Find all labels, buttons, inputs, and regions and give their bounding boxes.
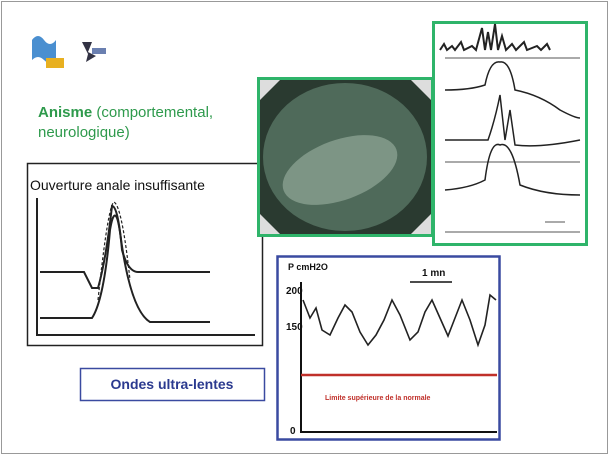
tick-label: 0 bbox=[290, 426, 296, 437]
limit-label: Limite supérieure de la normale bbox=[325, 395, 431, 402]
heading-term: Anisme bbox=[38, 104, 92, 121]
heading: Anisme (comportemental, bbox=[38, 104, 213, 121]
endoscopy-photo bbox=[258, 78, 433, 236]
heading-detail-2: neurologique) bbox=[38, 124, 130, 141]
manometry-traces bbox=[434, 23, 587, 245]
slide: Anisme (comportemental, neurologique) Ou… bbox=[0, 0, 610, 456]
caption-text: Ondes ultra-lentes bbox=[111, 376, 234, 392]
heading-detail: (comportemental, bbox=[96, 104, 213, 121]
axis-label: P cmH2O bbox=[288, 262, 328, 272]
scale-label: 1 mn bbox=[422, 268, 445, 279]
figure-caption: Ouverture anale insuffisante bbox=[30, 177, 205, 193]
pressure-figure: P cmH2O 200 150 0 1 mn Limite supérieure… bbox=[278, 257, 500, 440]
